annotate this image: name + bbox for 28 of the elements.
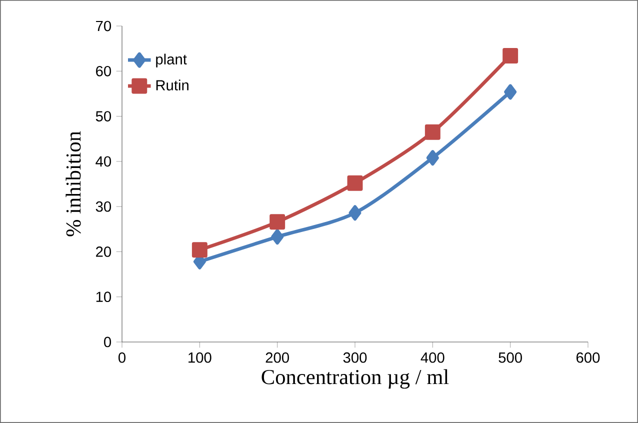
point [270, 214, 286, 230]
x-tick-label: 200 [266, 352, 289, 363]
y-tick-label: 50 [96, 111, 112, 122]
x-tick-label: 500 [498, 352, 522, 363]
point [348, 205, 362, 221]
point [426, 150, 439, 166]
x-tick-label: 0 [118, 352, 126, 363]
y-tick-label: 30 [96, 201, 112, 212]
y-tick-label: 60 [96, 66, 112, 76]
y-axis-title: % inhibition [66, 131, 81, 236]
point [347, 175, 363, 191]
point [271, 229, 284, 245]
point [424, 124, 440, 140]
x-tick-label: 300 [343, 352, 367, 363]
y-tick-label: 10 [96, 292, 112, 302]
y-tick-label: 40 [96, 156, 112, 167]
point [504, 84, 517, 100]
x-tick-label: 400 [420, 352, 444, 363]
x-axis-title: Concentration µg / ml [262, 369, 449, 389]
point [502, 48, 518, 64]
y-tick-label: 0 [104, 336, 112, 348]
legend-label: Rutin [156, 80, 188, 90]
x-tick-label: 600 [576, 352, 600, 363]
legend-label: plant [156, 54, 187, 68]
y-tick-label: 70 [96, 20, 112, 32]
x-tick-label: 100 [188, 352, 212, 363]
y-tick-label: 20 [96, 246, 112, 257]
point [192, 242, 208, 258]
